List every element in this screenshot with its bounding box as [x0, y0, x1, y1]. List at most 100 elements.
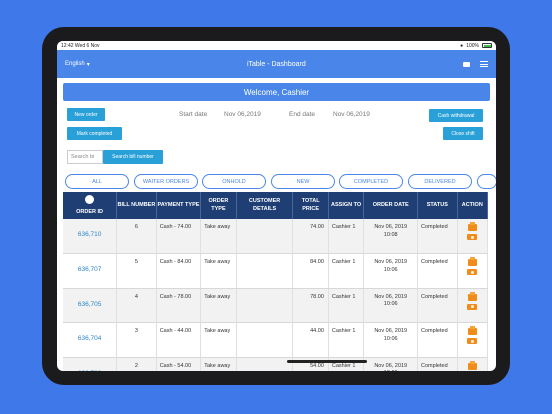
tab-completed[interactable]: COMPLETED [339, 174, 403, 189]
order-id-cell: 636,705 [63, 288, 118, 323]
status-cell: Completed [417, 322, 458, 358]
table-row[interactable]: 636,705 4 Cash - 78.00 Take away 78.00 Cashie… [63, 288, 489, 323]
header-total-price: TOTAL PRICE [292, 192, 329, 219]
bill-number-cell: 6 [116, 219, 157, 254]
order-id-link[interactable]: 636,707 [77, 266, 102, 273]
customer-details-cell [236, 322, 294, 358]
payment-type-cell: Cash - 74.00 [156, 219, 202, 254]
folder-icon[interactable] [463, 61, 470, 67]
total-price-cell: 44.00 [292, 322, 329, 358]
new-order-button[interactable]: New order [67, 108, 105, 121]
header-bill-number: BILL NUMBER [116, 192, 157, 219]
language-selector[interactable]: English ▾ [65, 61, 90, 68]
bill-number-cell: 3 [116, 322, 157, 358]
assign-to-cell: Cashier 1 [328, 322, 365, 358]
order-time: 10:08 [383, 231, 398, 238]
header-order-date: ORDER DATE [363, 192, 419, 219]
tab-delivered[interactable]: DELIVERED [408, 174, 472, 189]
header-status: STATUS [417, 192, 458, 219]
status-cell: Completed [417, 219, 458, 254]
order-date: Nov 06, 2019 [374, 224, 408, 230]
customer-details-cell [236, 288, 294, 323]
navbar: English ▾ iTable - Dashboard [57, 50, 496, 78]
order-id-cell: 636,703 [63, 357, 118, 372]
mark-completed-button[interactable]: Mark completed [67, 127, 122, 140]
order-time: 10:06 [383, 335, 398, 342]
order-date-cell: Nov 06, 2019 10:08 [363, 219, 419, 254]
payment-type-cell: Cash - 44.00 [156, 322, 202, 358]
status-cell: Completed [417, 288, 458, 323]
print-icon[interactable] [467, 222, 477, 231]
print-icon[interactable] [467, 291, 477, 301]
tab-all[interactable]: ALL [65, 174, 129, 189]
order-id-link[interactable]: 636,705 [77, 300, 102, 308]
welcome-banner: Welcome, Cashier [63, 83, 490, 101]
status-cell: Completed [417, 357, 458, 371]
order-id-cell: 636,710 [63, 219, 118, 254]
tab-more[interactable] [477, 174, 496, 189]
search-bill-button[interactable]: Search bill number [103, 150, 163, 164]
close-shift-button[interactable]: Close shift [443, 127, 483, 140]
status-date: Wed 6 Nov [74, 42, 100, 49]
header-assign-to: ASSIGN TO [328, 192, 365, 219]
order-id-link[interactable]: 636,704 [77, 335, 102, 342]
tab-onhold[interactable]: ONHOLD [202, 174, 266, 189]
table-header-row: ORDER ID BILL NUMBER PAYMENT TYPE ORDER … [63, 192, 489, 219]
order-id-link[interactable]: 636,703 [63, 363, 116, 372]
order-id-cell: 636,704 [63, 322, 118, 358]
order-type-cell: Take away [200, 288, 237, 323]
print-icon[interactable] [467, 326, 477, 335]
status-time: 12:42 [61, 42, 74, 49]
start-date-value[interactable]: Nov 06,2019 [224, 111, 261, 118]
chevron-down-icon: ▾ [86, 61, 90, 68]
action-cell [457, 253, 489, 289]
language-label: English [65, 61, 85, 67]
end-date-value[interactable]: Nov 06,2019 [333, 111, 370, 118]
search-input[interactable]: Search bi [67, 150, 103, 164]
action-cell [457, 219, 489, 254]
cash-withdrawal-button[interactable]: Cash withdrawal [429, 109, 483, 122]
wifi-icon: ● [460, 42, 464, 49]
print-icon[interactable] [467, 257, 477, 266]
table-row[interactable]: 636,707 5 Cash - 84.00 Take away 84.00 Cashie… [63, 253, 489, 289]
total-price-cell: 74.00 [292, 219, 329, 254]
table-row[interactable]: 636,704 3 Cash - 44.00 Take away 44.00 Cashie… [63, 322, 489, 358]
battery-icon [482, 43, 492, 48]
cash-icon[interactable] [467, 303, 478, 310]
order-date: Nov 06, 2019 [374, 259, 408, 265]
header-order-id[interactable]: ORDER ID [63, 192, 118, 219]
menu-icon[interactable] [480, 61, 488, 67]
order-id-link[interactable]: 636,710 [77, 231, 102, 238]
page-title: iTable - Dashboard [246, 60, 306, 68]
order-filter-tabs: ALL WAITER ORDERS ONHOLD NEW COMPLETED D… [65, 174, 496, 190]
battery-percent: 100% [466, 42, 479, 49]
select-all-circle-icon[interactable] [85, 195, 95, 205]
order-time: 10:06 [383, 266, 398, 273]
header-order-type: ORDER TYPE [200, 192, 237, 219]
start-date-label: Start date [179, 111, 208, 118]
app-screen: 12:42 Wed 6 Nov ● 100% English ▾ iTable … [57, 41, 496, 371]
cash-icon[interactable] [467, 338, 478, 344]
cash-icon[interactable] [467, 234, 478, 240]
total-price-cell: 78.00 [292, 288, 329, 323]
customer-details-cell [236, 253, 294, 289]
order-date: Nov 06, 2019 [374, 293, 408, 300]
status-cell: Completed [417, 253, 458, 289]
action-cell [457, 357, 489, 371]
payment-type-cell: Cash - 78.00 [156, 288, 202, 323]
bill-number-cell: 2 [116, 357, 157, 371]
tab-waiter-orders[interactable]: WAITER ORDERS [134, 174, 198, 189]
customer-details-cell [236, 357, 294, 371]
cash-icon[interactable] [467, 269, 478, 275]
print-icon[interactable] [467, 360, 477, 370]
header-action: ACTION [457, 192, 489, 219]
header-payment-type: PAYMENT TYPE [156, 192, 202, 219]
tab-new[interactable]: NEW [271, 174, 335, 189]
table-row[interactable]: 636,710 6 Cash - 74.00 Take away 74.00 Cashie… [63, 219, 489, 254]
assign-to-cell: Cashier 1 [328, 288, 365, 323]
